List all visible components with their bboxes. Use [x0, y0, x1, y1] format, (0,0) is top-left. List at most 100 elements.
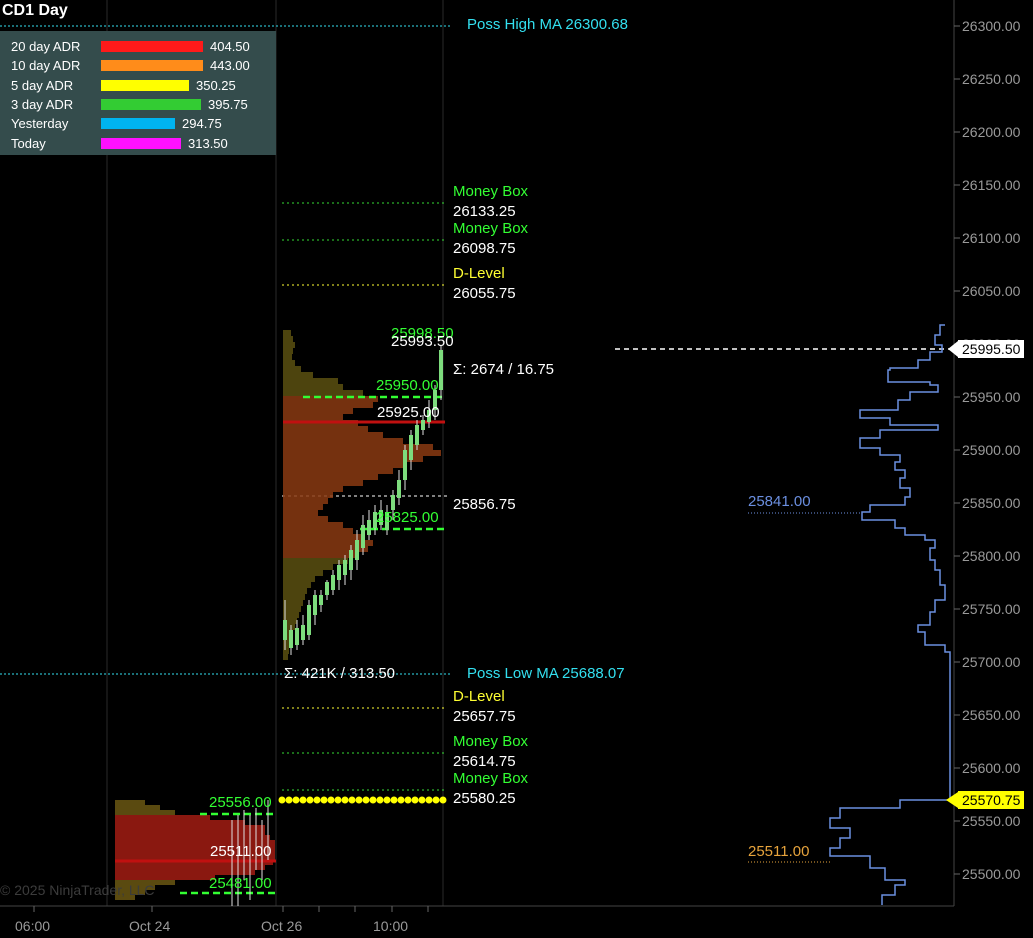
profile-bar: [283, 522, 343, 528]
profile-bar: [115, 855, 275, 860]
candle-body: [349, 550, 353, 570]
profile-bar: [115, 890, 145, 895]
profile-bar: [283, 510, 318, 516]
adr-row-label: 20 day ADR: [11, 39, 81, 54]
adr-row-value: 395.75: [208, 96, 248, 112]
adr-row: 3 day ADR 395.75: [0, 95, 276, 114]
adr-row-bar: [101, 118, 175, 130]
adr-row-value: 313.50: [188, 135, 228, 151]
candle-body: [433, 390, 437, 410]
prev-poc-label: 25511.00: [210, 843, 272, 860]
profile-bar: [115, 825, 265, 830]
adr-row-label: Yesterday: [11, 116, 69, 132]
profile-bar: [283, 396, 378, 402]
candle-body: [289, 630, 293, 648]
candle-body: [313, 595, 317, 615]
candle-body: [385, 512, 389, 530]
profile-bar: [115, 810, 175, 815]
profile-bar: [283, 360, 295, 366]
candle-body: [367, 520, 371, 535]
poss-low-label: Poss Low MA 25688.07: [467, 665, 625, 682]
adr-row: 10 day ADR 443.00: [0, 56, 276, 75]
profile-bar: [283, 408, 353, 414]
poss-high-label: Poss High MA 26300.68: [467, 16, 628, 33]
prev-val-label: 25481.00: [209, 875, 272, 892]
candle-body: [355, 540, 359, 560]
profile-bar: [283, 618, 297, 624]
candle-body: [283, 620, 287, 640]
chart-title: CD1 Day: [2, 2, 68, 19]
profile-bar: [283, 414, 343, 420]
money-box-label: Money Box: [453, 770, 529, 787]
time-tick-label: 10:00: [373, 918, 409, 934]
time-tick-label: 06:00: [15, 918, 51, 934]
profile-bar: [283, 648, 289, 654]
marker-price-tag: 25570.75: [958, 791, 1025, 809]
price-tick-label: 26150.00: [962, 177, 1021, 193]
profile-bar: [283, 474, 378, 480]
price-tick-label: 26300.00: [962, 18, 1021, 34]
candle-body: [427, 410, 431, 422]
price-tick-label: 25950.00: [962, 389, 1021, 405]
adr-row-value: 294.75: [182, 116, 222, 132]
price-tick-label: 26100.00: [962, 230, 1021, 246]
money-box-value: 26133.25: [453, 203, 516, 220]
right-profile-level-label: 25511.00: [748, 843, 810, 860]
d-level-label: D-Level: [453, 265, 505, 282]
adr-panel: 20 day ADR 404.50 10 day ADR 443.00 5 day AD…: [0, 31, 276, 155]
profile-bar: [283, 456, 423, 462]
profile-bar: [115, 875, 215, 880]
profile-bar: [283, 384, 343, 390]
profile-bar: [115, 840, 275, 845]
profile-bar: [283, 468, 393, 474]
profile-bar: [115, 895, 135, 900]
profile-bar: [283, 564, 333, 570]
d-level-label: D-Level: [453, 688, 505, 705]
profile-bar: [115, 830, 265, 835]
profile-bar: [283, 570, 323, 576]
profile-bar: [283, 426, 368, 432]
session-high-label: 25998.50: [391, 325, 454, 342]
profile-bar: [283, 576, 315, 582]
d-level-value: 26055.75: [453, 285, 516, 302]
adr-row-label: 5 day ADR: [11, 77, 74, 93]
val-label: 25825.00: [376, 509, 439, 526]
profile-bar: [283, 612, 299, 618]
adr-row-value: 404.50: [210, 39, 250, 54]
vah-label: 25950.00: [376, 377, 439, 394]
money-box-value: 26098.75: [453, 240, 516, 257]
price-tick-label: 25650.00: [962, 707, 1021, 723]
adr-row-value: 350.25: [196, 77, 236, 93]
candle-body: [343, 560, 347, 575]
candle-body: [373, 512, 377, 528]
candlesticks: [231, 345, 443, 906]
candle-body: [307, 605, 311, 635]
price-tick-label: 26200.00: [962, 124, 1021, 140]
profile-bar: [283, 624, 295, 630]
profile-bar: [115, 850, 275, 855]
candle-body: [337, 565, 341, 580]
profile-bar: [283, 504, 323, 510]
money-box-value: 25580.25: [453, 790, 516, 807]
candle-body: [361, 525, 365, 548]
profile-bar: [283, 516, 328, 522]
sigma-prev-label: Σ: 421K / 313.50: [284, 665, 396, 682]
price-tick-label: 25500.00: [962, 866, 1021, 882]
profile-bar: [115, 800, 145, 805]
candle-body: [439, 350, 443, 390]
profile-bar: [283, 642, 291, 648]
candle-body: [325, 582, 329, 595]
profile-bar: [115, 805, 160, 810]
price-tick-label: 26050.00: [962, 283, 1021, 299]
price-tick-label: 26250.00: [962, 71, 1021, 87]
profile-bar: [283, 462, 403, 468]
profile-bar: [283, 390, 363, 396]
price-tick-label: 25550.00: [962, 813, 1021, 829]
adr-row-bar: [101, 60, 203, 72]
profile-bar: [283, 528, 353, 534]
profile-bar: [115, 815, 210, 820]
profile-bar: [283, 378, 338, 384]
adr-row: Today 313.50: [0, 134, 276, 153]
profile-bar: [283, 534, 363, 540]
